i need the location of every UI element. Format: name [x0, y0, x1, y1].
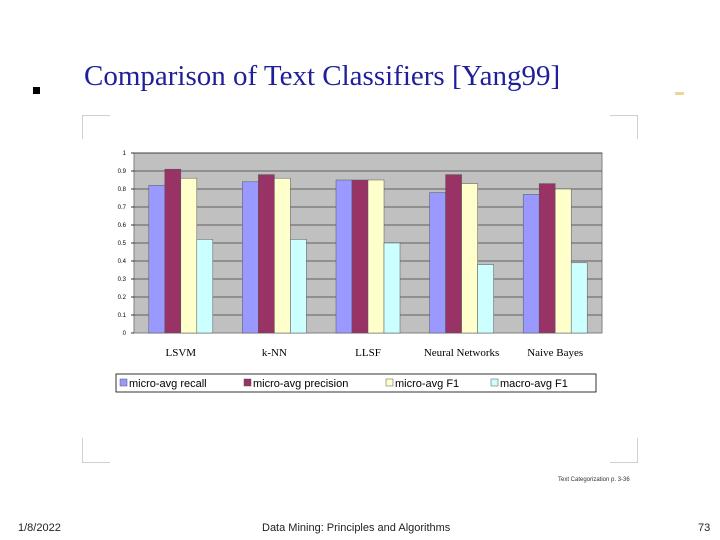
frame-line-top-left-h — [82, 115, 110, 116]
legend-box — [115, 373, 597, 393]
x-tick-label: Naive Bayes — [527, 347, 583, 359]
bar — [180, 177, 198, 334]
bar — [196, 239, 214, 334]
y-tick-label: 0.4 — [118, 259, 127, 265]
frame-line-top-right-h — [610, 115, 638, 116]
x-tick-label: k-NN — [262, 347, 287, 359]
y-tick-label: 0.7 — [118, 205, 127, 211]
bar — [445, 174, 462, 334]
legend-label: micro-avg F1 — [395, 378, 459, 390]
frame-line-top-right — [637, 115, 638, 139]
x-tick-label: LSVM — [166, 347, 197, 359]
bar — [477, 264, 494, 334]
x-tick-label: LLSF — [355, 347, 381, 359]
slide-title: Comparison of Text Classifiers [Yang99] — [84, 60, 561, 92]
frame-line-top-left — [82, 115, 83, 139]
y-tick-label: 1 — [123, 151, 127, 157]
decorative-dash — [675, 92, 684, 95]
y-tick-label: 0.8 — [118, 187, 127, 193]
y-tick-label: 0.9 — [118, 169, 127, 175]
source-caption: Text Categorization p. 3-36 — [558, 477, 630, 483]
legend-swatch — [490, 378, 499, 387]
bar — [429, 192, 446, 334]
bar — [351, 179, 369, 334]
bar — [164, 168, 182, 334]
legend-swatch — [119, 378, 128, 387]
bar — [538, 183, 556, 334]
y-tick-label: 0 — [123, 331, 127, 337]
frame-line-bottom-left — [82, 438, 83, 463]
y-tick-label: 0.2 — [118, 295, 127, 301]
bar — [554, 188, 572, 334]
legend-swatch — [243, 378, 252, 387]
frame-line-bottom-right — [637, 438, 638, 463]
bar — [148, 185, 166, 334]
y-tick-label: 0.3 — [118, 277, 127, 283]
bar — [290, 239, 307, 334]
bar — [274, 177, 291, 334]
footer-page-number: 73 — [698, 522, 711, 534]
y-tick-label: 0.1 — [118, 313, 127, 319]
bar — [522, 194, 540, 334]
footer-date: 1/8/2022 — [18, 522, 61, 534]
frame-line-bottom-right-h — [610, 462, 638, 463]
y-tick-label: 0.5 — [118, 241, 127, 247]
legend-label: macro-avg F1 — [500, 378, 568, 390]
x-tick-label: Neural Networks — [424, 347, 499, 359]
bar — [335, 179, 353, 334]
legend-swatch — [385, 378, 394, 387]
footer-course-title: Data Mining: Principles and Algorithms — [262, 522, 451, 534]
legend-label: micro-avg precision — [253, 378, 348, 390]
frame-line-bottom-left-h — [82, 462, 110, 463]
bar — [367, 179, 385, 334]
title-bullet — [33, 87, 40, 94]
bar — [383, 242, 401, 334]
legend-label: micro-avg recall — [129, 378, 207, 390]
bar — [461, 183, 478, 334]
bar — [242, 181, 259, 334]
bar — [258, 174, 275, 334]
y-tick-label: 0.6 — [118, 223, 127, 229]
bar — [570, 262, 588, 334]
